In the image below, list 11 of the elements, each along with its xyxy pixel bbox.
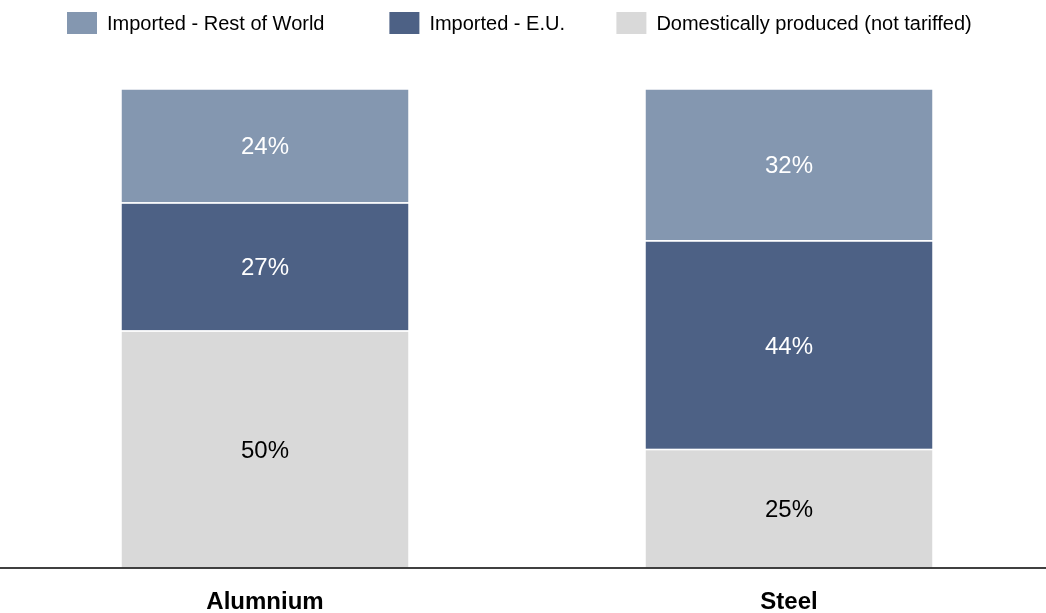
x-tick-label: Alumnium [206, 586, 324, 613]
legend-label: Domestically produced (not tariffed) [656, 12, 972, 34]
data-label: 32% [764, 151, 814, 179]
legend-label: Imported - E.U. [429, 12, 566, 34]
x-tick-label: Steel [760, 586, 818, 613]
data-label: 50% [240, 435, 290, 463]
data-label: 25% [764, 495, 814, 523]
data-label: 27% [240, 253, 290, 281]
legend-label: Imported - Rest of World [107, 12, 325, 34]
data-label: 24% [240, 132, 290, 160]
data-label: 44% [764, 331, 814, 359]
